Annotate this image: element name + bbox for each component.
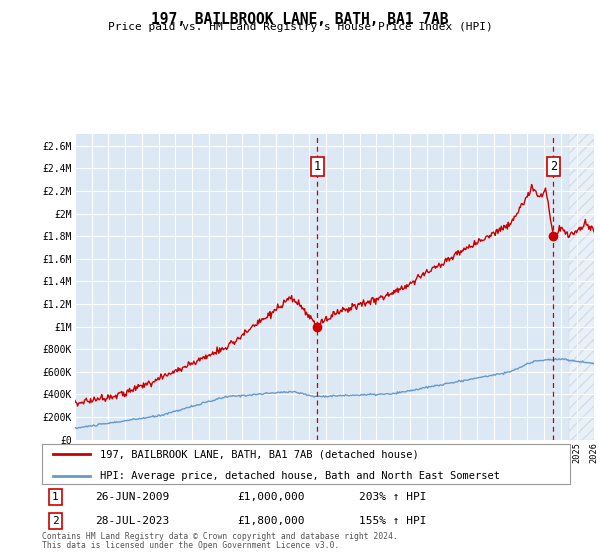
Text: 2: 2 <box>52 516 59 526</box>
Text: HPI: Average price, detached house, Bath and North East Somerset: HPI: Average price, detached house, Bath… <box>100 470 500 480</box>
Text: 203% ↑ HPI: 203% ↑ HPI <box>359 492 426 502</box>
Text: This data is licensed under the Open Government Licence v3.0.: This data is licensed under the Open Gov… <box>42 541 340 550</box>
Bar <box>569 134 594 440</box>
Text: 26-JUN-2009: 26-JUN-2009 <box>95 492 169 502</box>
Text: 1: 1 <box>52 492 59 502</box>
Text: 28-JUL-2023: 28-JUL-2023 <box>95 516 169 526</box>
Text: 155% ↑ HPI: 155% ↑ HPI <box>359 516 426 526</box>
Text: Price paid vs. HM Land Registry's House Price Index (HPI): Price paid vs. HM Land Registry's House … <box>107 22 493 32</box>
Text: £1,000,000: £1,000,000 <box>238 492 305 502</box>
Text: Contains HM Land Registry data © Crown copyright and database right 2024.: Contains HM Land Registry data © Crown c… <box>42 532 398 541</box>
Text: 2: 2 <box>550 160 557 172</box>
Text: 197, BAILBROOK LANE, BATH, BA1 7AB (detached house): 197, BAILBROOK LANE, BATH, BA1 7AB (deta… <box>100 449 419 459</box>
Text: £1,800,000: £1,800,000 <box>238 516 305 526</box>
Text: 197, BAILBROOK LANE, BATH, BA1 7AB: 197, BAILBROOK LANE, BATH, BA1 7AB <box>151 12 449 27</box>
Text: 1: 1 <box>314 160 321 172</box>
